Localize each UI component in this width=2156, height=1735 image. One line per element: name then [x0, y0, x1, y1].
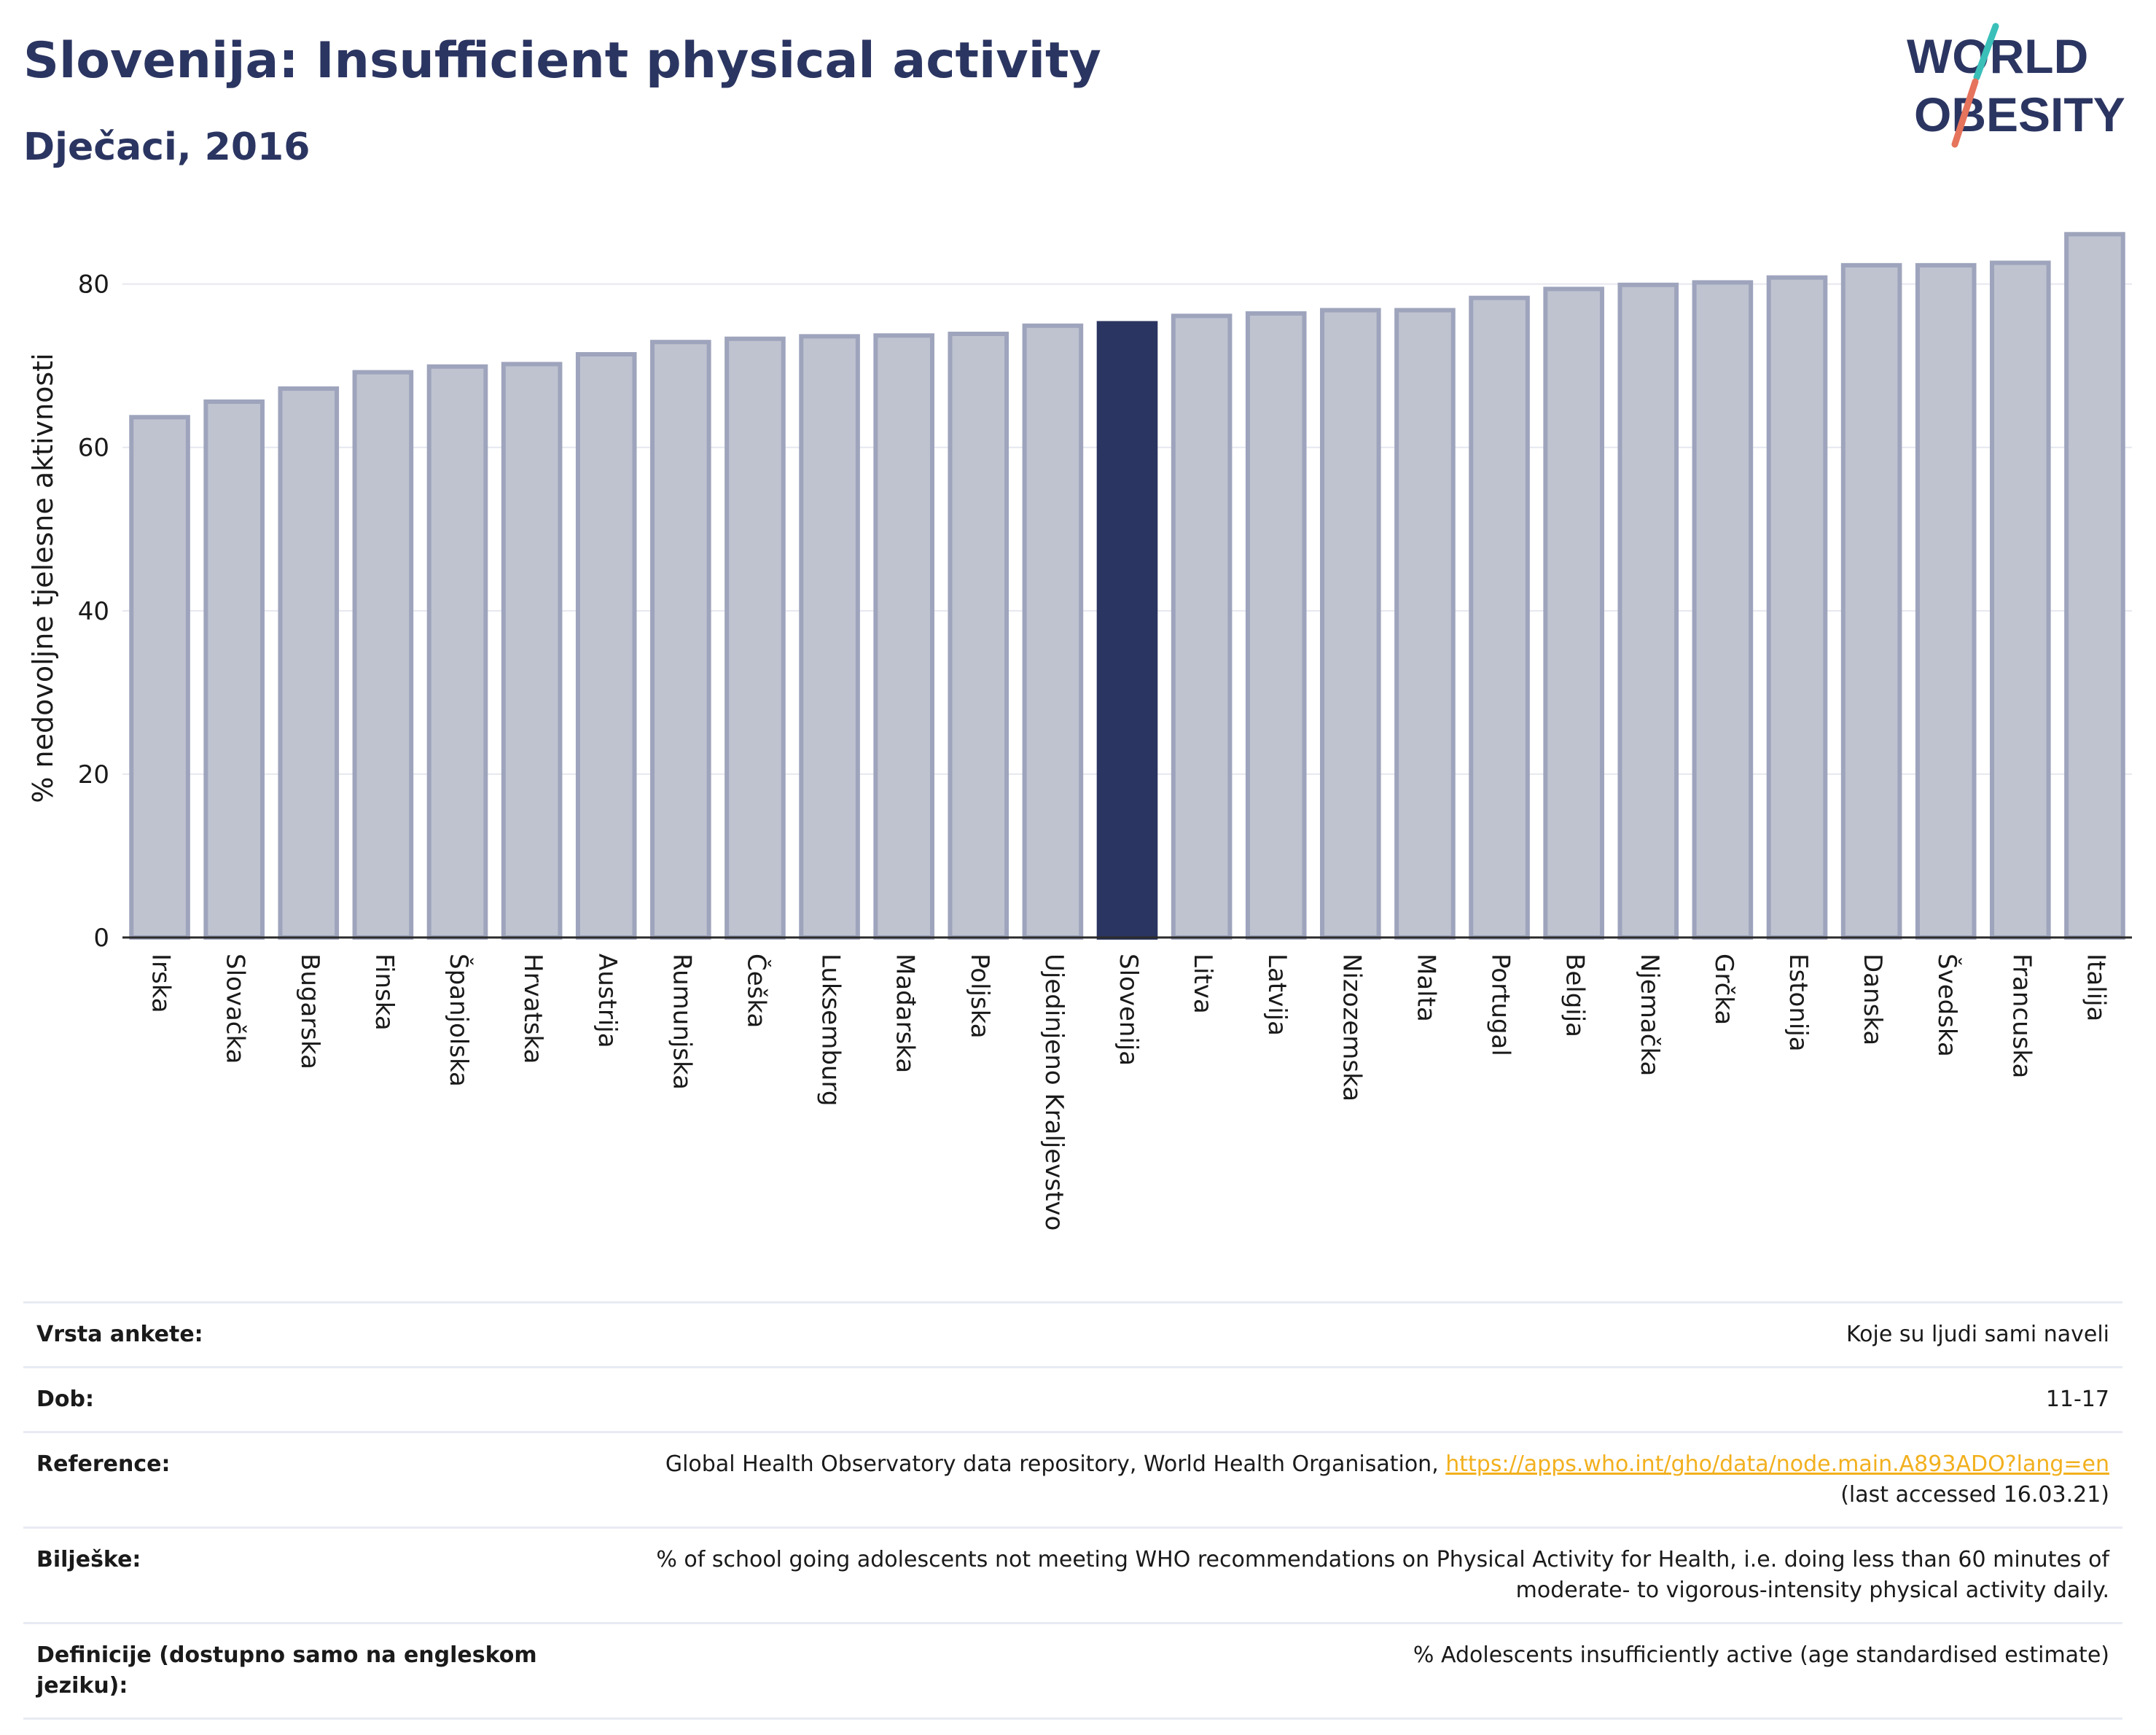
reference-text: Global Health Observatory data repositor… — [665, 1451, 1446, 1477]
x-tick-label: Grčka — [1709, 954, 1738, 1025]
bar — [948, 331, 1009, 940]
bar — [1320, 308, 1381, 940]
x-tick-label: Belgija — [1561, 954, 1590, 1037]
x-tick-label: Latvija — [1262, 954, 1292, 1036]
logo-text-obesity: OBESITY — [1914, 87, 2125, 141]
bar — [873, 333, 934, 940]
y-tick-label: 0 — [93, 924, 109, 953]
bar — [352, 370, 414, 940]
bar — [1840, 262, 1902, 940]
info-row-survey-type: Vrsta ankete: Koje su ljudi sami naveli — [23, 1301, 2122, 1368]
y-tick-label: 20 — [78, 760, 109, 789]
info-value: % Adolescents insufficiently active (age… — [560, 1622, 2122, 1720]
chart-subtitle: Dječaci, 2016 — [23, 125, 310, 169]
bar — [1469, 295, 1530, 940]
y-tick-label: 80 — [78, 270, 109, 300]
x-tick-label: Italija — [2081, 954, 2110, 1021]
bar — [1915, 262, 1977, 940]
info-value: Koje su ljudi sami naveli — [560, 1301, 2122, 1368]
x-tick-label: Poljska — [965, 954, 994, 1039]
bar — [129, 415, 190, 940]
x-tick-label: Estonija — [1784, 954, 1813, 1052]
info-row-reference: Reference: Global Health Observatory dat… — [23, 1431, 2122, 1529]
info-label: Vrsta ankete: — [23, 1301, 560, 1368]
bar — [1171, 313, 1233, 940]
info-row-age: Dob: 11-17 — [23, 1366, 2122, 1433]
bar — [724, 336, 786, 940]
bar — [1617, 282, 1679, 940]
x-tick-label: Luksemburg — [816, 954, 845, 1106]
y-axis-title: % nedovoljne tjelesne aktivnosti — [27, 353, 59, 803]
x-tick-label: Češka — [741, 954, 771, 1028]
info-label: Bilješke: — [23, 1527, 560, 1624]
x-tick-label: Slovačka — [221, 954, 250, 1064]
bar — [1543, 286, 1604, 940]
bar — [650, 340, 711, 940]
logo-text-world: WORLD — [1907, 29, 2088, 83]
info-value: 11-17 — [560, 1366, 2122, 1433]
bar — [799, 334, 860, 940]
bar — [1394, 308, 1456, 940]
bar — [1990, 260, 2051, 940]
info-label: Dob: — [23, 1366, 560, 1433]
x-tick-label: Portugal — [1486, 954, 1515, 1056]
bar — [1096, 321, 1158, 940]
bar — [203, 399, 265, 940]
info-label: Reference: — [23, 1431, 560, 1529]
info-table: Vrsta ankete: Koje su ljudi sami naveli … — [23, 1301, 2122, 1720]
info-row-definitions: Definicije (dostupno samo na engleskom j… — [23, 1622, 2122, 1720]
reference-accessed: (last accessed 16.03.21) — [1840, 1482, 2109, 1508]
x-tick-label: Irska — [147, 954, 176, 1013]
x-tick-label: Ujedinjeno Kraljevstvo — [1039, 954, 1069, 1231]
chart-title: Slovenija: Insufficient physical activit… — [23, 32, 1101, 90]
bar — [1245, 311, 1307, 940]
x-tick-label: Mađarska — [891, 954, 920, 1073]
x-tick-label: Danska — [1858, 954, 1887, 1045]
x-tick-label: Slovenija — [1114, 954, 1143, 1066]
y-tick-label: 60 — [78, 434, 109, 463]
x-tick-label: Španjolska — [444, 954, 474, 1087]
info-value: % of school going adolescents not meetin… — [560, 1527, 2122, 1624]
x-tick-label: Francuska — [2007, 954, 2036, 1078]
info-label: Definicije (dostupno samo na engleskom j… — [23, 1622, 560, 1720]
reference-link[interactable]: https://apps.who.int/gho/data/node.main.… — [1445, 1451, 2109, 1477]
info-value: Global Health Observatory data repositor… — [560, 1431, 2122, 1529]
info-row-notes: Bilješke: % of school going adolescents … — [23, 1527, 2122, 1624]
bar — [426, 364, 488, 940]
x-tick-label: Njemačka — [1635, 954, 1664, 1076]
logo-slash-teal — [1973, 23, 1999, 81]
x-tick-label: Finska — [370, 954, 399, 1031]
bar-chart: 0 20 40 60 80 % nedovoljne tjelesne aktivnost… — [27, 232, 2132, 1231]
x-tick-label: Švedska — [1932, 954, 1962, 1057]
x-tick-label: Bugarska — [295, 954, 324, 1069]
bar — [501, 362, 563, 940]
x-tick-label: Hrvatska — [518, 954, 547, 1064]
bar — [2064, 232, 2125, 940]
x-tick-label: Austrija — [593, 954, 622, 1048]
y-tick-label: 40 — [78, 597, 109, 626]
bar — [1692, 280, 1754, 940]
bar — [1022, 323, 1084, 940]
x-tick-label: Malta — [1411, 954, 1440, 1022]
bar — [1766, 275, 1828, 940]
x-tick-label: Litva — [1188, 954, 1217, 1014]
x-tick-label: Rumunjska — [667, 954, 696, 1090]
bar — [278, 386, 340, 940]
x-tick-label: Nizozemska — [1337, 954, 1366, 1102]
world-obesity-logo: WORLD OBESITY — [1907, 23, 2125, 148]
bar — [575, 351, 637, 940]
logo-slash-coral — [1951, 78, 1979, 148]
